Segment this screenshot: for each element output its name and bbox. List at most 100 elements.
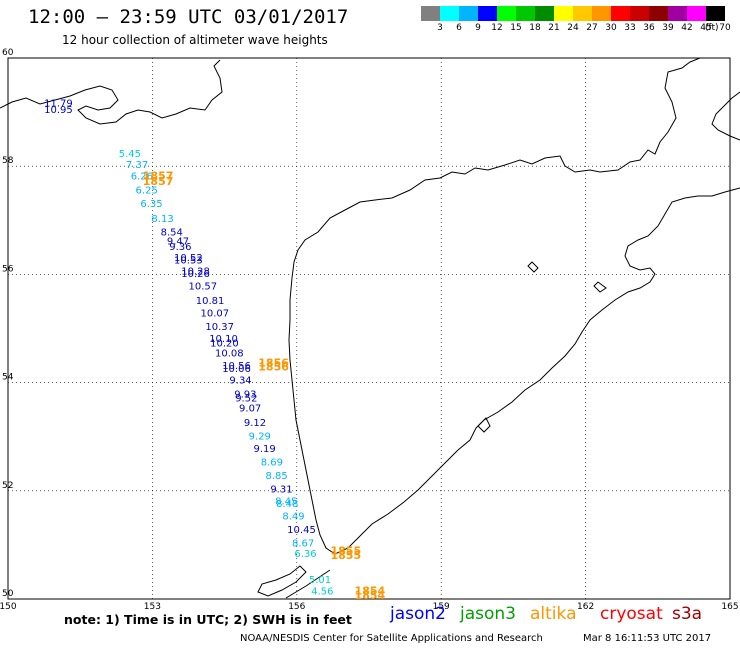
timestamp: Mar 8 16:11:53 UTC 2017 xyxy=(583,633,712,644)
kuril-island xyxy=(285,569,331,599)
kamchatka-coastline xyxy=(288,57,740,555)
pass-time-label: 1856 xyxy=(258,361,289,374)
lat-tick-label: 52 xyxy=(2,481,13,491)
credit-text: NOAA/NESDIS Center for Satellite Applica… xyxy=(240,633,543,644)
lon-tick-label: 150 xyxy=(0,602,17,612)
wave-height-value: 8.69 xyxy=(261,457,283,468)
wave-height-value: 9.12 xyxy=(244,418,266,429)
pass-time-label: 1854 xyxy=(355,589,386,602)
scale-label: 9 xyxy=(475,23,481,33)
wave-height-value: 9.47 xyxy=(167,237,189,248)
page-title: 12:00 — 23:59 UTC 03/01/2017 xyxy=(28,6,349,28)
wave-height-value: 10.56 xyxy=(222,361,251,372)
wave-height-value: 4.56 xyxy=(311,587,333,598)
pass-time-label: 1855 xyxy=(330,549,361,562)
wave-height-value: 8.45 xyxy=(275,496,297,507)
scale-label: 3 xyxy=(437,23,443,33)
scale-label: 45 xyxy=(700,23,712,33)
scale-swatch xyxy=(459,6,478,21)
wave-height-value: 10.26 xyxy=(181,269,210,280)
scale-swatch xyxy=(421,6,440,21)
wave-height-value: 5.45 xyxy=(119,149,141,160)
island-1 xyxy=(257,565,307,597)
lon-tick-label: 162 xyxy=(577,602,594,612)
okhotsk-coastline xyxy=(0,59,223,125)
wave-height-value: 7.37 xyxy=(126,160,148,171)
scale-swatch xyxy=(592,6,611,21)
wave-height-value: 9.52 xyxy=(235,394,257,405)
scale-swatch xyxy=(573,6,592,21)
coastline xyxy=(0,57,740,599)
wave-height-value: 6.26 xyxy=(131,172,153,183)
wave-height-value: 11.79 xyxy=(44,99,73,110)
wave-height-value: 5.01 xyxy=(309,575,331,586)
scale-label: 12 xyxy=(491,23,503,33)
wave-height-value: 8.48 xyxy=(276,499,298,510)
scale-swatch xyxy=(497,6,516,21)
wave-height-value: 9.93 xyxy=(234,390,256,401)
scale-swatch xyxy=(706,6,725,21)
wave-height-value: 10.06 xyxy=(222,364,251,375)
scale-swatch xyxy=(478,6,497,21)
wave-height-value: 10.07 xyxy=(201,309,230,320)
legend-jason2: jason2 xyxy=(390,604,446,624)
scale-label: 6 xyxy=(456,23,462,33)
graticule xyxy=(7,57,731,600)
pass-time-label: 1854 xyxy=(355,585,386,598)
scale-label: 70 xyxy=(719,23,731,33)
lat-tick-label: 54 xyxy=(2,373,14,383)
wave-height-value: 8.13 xyxy=(151,214,173,225)
wave-height-value: 10.45 xyxy=(287,525,316,536)
scale-swatch xyxy=(630,6,649,21)
wave-height-value: 10.57 xyxy=(189,282,218,293)
wave-height-value: 9.29 xyxy=(249,431,271,442)
map-frame xyxy=(7,57,731,600)
wave-height-value: 10.20 xyxy=(210,338,239,349)
scale-label: 18 xyxy=(529,23,541,33)
scale-label: 33 xyxy=(624,23,636,33)
island-4 xyxy=(593,281,607,293)
scale-label: 36 xyxy=(643,23,655,33)
scale-swatch xyxy=(516,6,535,21)
scale-swatch xyxy=(687,6,706,21)
scale-unit: (ft) xyxy=(705,23,719,33)
pass-time-label: 1857 xyxy=(143,175,174,188)
lat-tick-label: 60 xyxy=(2,48,14,58)
wave-height-value: 10.52 xyxy=(174,253,203,264)
wave-height-value: 9.07 xyxy=(239,403,261,414)
wave-height-value: 8.67 xyxy=(292,539,314,550)
scale-label: 24 xyxy=(567,23,579,33)
pass-time-label: 1857 xyxy=(143,170,174,183)
wave-height-value: 9.31 xyxy=(270,484,292,495)
wave-height-value: 10.28 xyxy=(181,266,210,277)
wave-height-value: 10.95 xyxy=(44,105,73,116)
scale-label: 15 xyxy=(510,23,522,33)
wave-height-value: 9.19 xyxy=(253,444,275,455)
wave-height-value: 9.34 xyxy=(229,376,251,387)
wave-height-value: 8.49 xyxy=(282,511,304,522)
footer-note: note: 1) Time is in UTC; 2) SWH is in fe… xyxy=(64,612,352,627)
lon-tick-label: 156 xyxy=(288,602,305,612)
scale-label: 42 xyxy=(681,23,693,33)
wave-height-value: 10.08 xyxy=(215,349,244,360)
wave-height-value: 6.35 xyxy=(140,199,162,210)
island-2 xyxy=(477,417,491,433)
lat-tick-label: 50 xyxy=(2,589,14,599)
lat-tick-label: 56 xyxy=(2,264,14,274)
lon-tick-label: 159 xyxy=(433,602,450,612)
wave-height-value: 6.25 xyxy=(136,185,158,196)
scale-label: 21 xyxy=(548,23,560,33)
scale-swatch xyxy=(535,6,554,21)
observations: 11.7910.955.457.376.266.256.358.138.549.… xyxy=(44,99,385,602)
scale-label: 39 xyxy=(662,23,674,33)
page-subtitle: 12 hour collection of altimeter wave hei… xyxy=(62,33,328,47)
legend-s3a: s3a xyxy=(672,604,703,624)
legend-jason3: jason3 xyxy=(460,604,516,624)
lon-tick-label: 165 xyxy=(721,602,738,612)
wave-height-value: 9.36 xyxy=(169,242,191,253)
scale-swatch xyxy=(668,6,687,21)
axis-labels: 150 153 156 159 162 165 50 52 54 56 58 60 xyxy=(0,48,739,612)
wave-height-value: 8.54 xyxy=(161,227,183,238)
pass-time-label: 1855 xyxy=(330,545,361,558)
